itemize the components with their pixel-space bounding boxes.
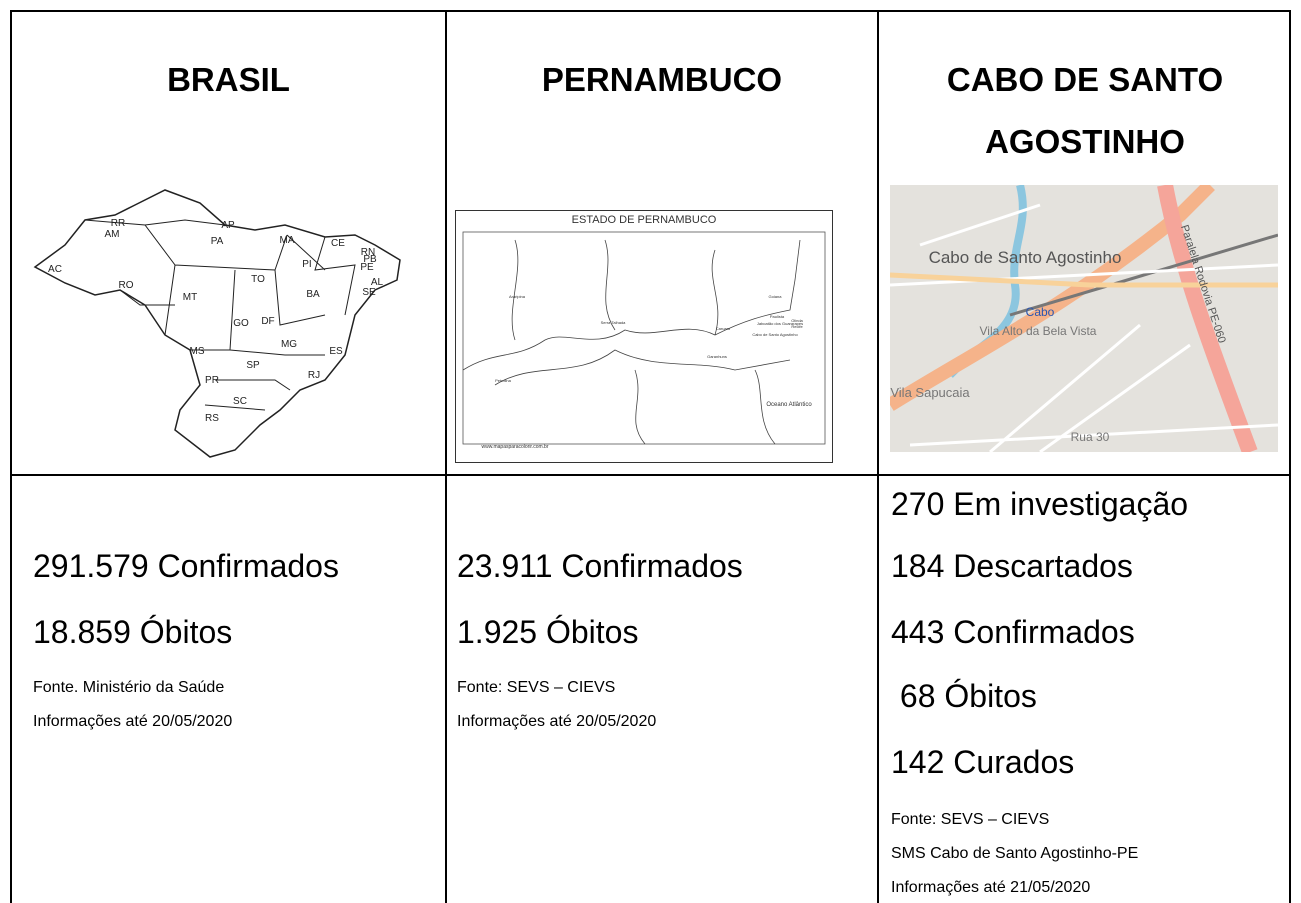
- stat: 291.579 Confirmados: [33, 546, 339, 586]
- column-title: BRASIL: [12, 49, 445, 111]
- map-label: Cabo de Santo Agostinho: [752, 332, 798, 337]
- map-label: RR: [111, 218, 125, 229]
- map-label: AP: [221, 220, 235, 231]
- map-label: DF: [261, 316, 274, 327]
- map-label: Jaboatão dos Guararapes: [757, 321, 803, 326]
- border: [877, 10, 879, 903]
- map-label: Vila Alto da Bela Vista: [980, 324, 1097, 338]
- stat: 270 Em investigação: [891, 484, 1188, 524]
- note: Informações até 20/05/2020: [33, 712, 232, 732]
- column-title: PERNAMBUCO: [447, 49, 877, 111]
- border: [10, 474, 1291, 476]
- note: Informações até 20/05/2020: [457, 712, 656, 732]
- map-label: Petrolina: [495, 378, 512, 383]
- map-label: PE: [360, 262, 374, 273]
- stat: 1.925 Óbitos: [457, 612, 638, 652]
- border: [10, 10, 12, 903]
- stat: 23.911 Confirmados: [457, 546, 743, 586]
- map-label: PI: [302, 259, 311, 270]
- map-label: RS: [205, 413, 219, 424]
- map-label: TO: [251, 274, 265, 285]
- map-label: AM: [105, 229, 120, 240]
- map-label: Goiana: [769, 294, 783, 299]
- stat: 142 Curados: [891, 742, 1074, 782]
- map-label: Garanhuns: [707, 354, 727, 359]
- stat: 18.859 Óbitos: [33, 612, 232, 652]
- map-label: RO: [119, 280, 134, 291]
- note: Fonte: SEVS – CIEVS: [457, 678, 615, 698]
- stat: 68 Óbitos: [891, 676, 1037, 716]
- border: [1289, 10, 1291, 903]
- map-label: SE: [362, 287, 376, 298]
- map-label: Rua 30: [1071, 430, 1110, 444]
- map-label: ES: [329, 346, 343, 357]
- note: SMS Cabo de Santo Agostinho-PE: [891, 844, 1138, 864]
- note: Fonte. Ministério da Saúde: [33, 678, 224, 698]
- map-label: ESTADO DE PERNAMBUCO: [572, 214, 717, 226]
- map-label: SC: [233, 396, 247, 407]
- map-label: Caruaru: [716, 326, 730, 331]
- cabo-map: Cabo de Santo Agostinho Cabo Vila Alto da …: [890, 185, 1278, 452]
- pernambuco-map: ESTADO DE PERNAMBUCO Araripina Serra Talha…: [455, 210, 833, 463]
- map-label: Cabo: [1026, 305, 1055, 319]
- map-label: AC: [48, 264, 62, 275]
- map-label: www.mapasparacolorir.com.br: [482, 444, 549, 450]
- map-label: CE: [331, 238, 345, 249]
- note: Informações até 21/05/2020: [891, 878, 1090, 898]
- map-label: Araripina: [509, 294, 526, 299]
- map-label: PR: [205, 375, 219, 386]
- map-label: MG: [281, 339, 297, 350]
- map-label: MS: [190, 346, 205, 357]
- map-label: Vila Sapucaia: [890, 385, 970, 400]
- map-label: MA: [280, 235, 295, 246]
- map-label: GO: [233, 318, 249, 329]
- note: Fonte: SEVS – CIEVS: [891, 810, 1049, 830]
- border: [10, 10, 1291, 12]
- map-label: Serra Talhada: [601, 320, 627, 325]
- stat: 443 Confirmados: [891, 612, 1135, 652]
- map-label: Oceano Atlântico: [766, 402, 812, 408]
- map-label: BA: [306, 289, 320, 300]
- stat: 184 Descartados: [891, 546, 1133, 586]
- border: [445, 10, 447, 903]
- map-label: SP: [246, 360, 260, 371]
- map-label: Paulista: [770, 314, 785, 319]
- map-label: MT: [183, 292, 197, 303]
- map-label: PA: [211, 236, 224, 247]
- map-label: Cabo de Santo Agostinho: [929, 248, 1122, 267]
- column-title: CABO DE SANTO AGOSTINHO: [930, 49, 1240, 173]
- map-label: RJ: [308, 370, 320, 381]
- page: BRASIL PERNAMBUCO CABO DE SANTO AGOSTINH…: [0, 0, 1301, 903]
